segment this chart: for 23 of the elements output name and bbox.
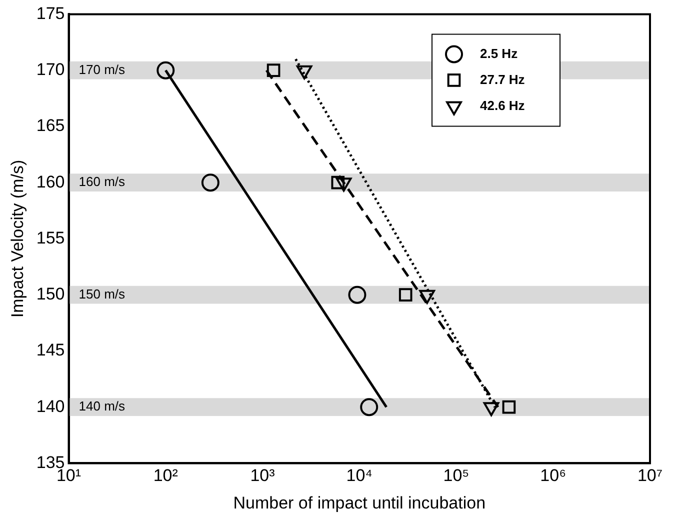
band-label: 170 m/s	[78, 62, 126, 77]
y-axis-title: Impact Velocity (m/s)	[8, 160, 27, 318]
legend-label: 2.5 Hz	[480, 46, 518, 61]
y-tick-label: 160	[36, 172, 65, 192]
x-tick-label: 10³	[250, 466, 276, 486]
x-tick-label: 10⁴	[346, 466, 372, 486]
y-tick-label: 145	[36, 340, 65, 360]
y-tick-label: 150	[36, 284, 65, 304]
x-tick-label: 10⁷	[637, 466, 663, 486]
legend-label: 27.7 Hz	[480, 72, 526, 87]
y-tick-label: 175	[36, 4, 65, 23]
x-axis-title: Number of impact until incubation	[233, 493, 486, 512]
band-label: 150 m/s	[78, 286, 126, 302]
x-tick-label: 10⁵	[443, 466, 470, 486]
y-tick-label: 155	[36, 228, 65, 248]
y-tick-label: 165	[36, 116, 65, 136]
x-tick-label: 10²	[153, 466, 178, 486]
y-tick-label: 140	[36, 396, 65, 416]
band-label: 140 m/s	[78, 398, 126, 414]
legend-label: 42.6 Hz	[480, 98, 526, 113]
y-tick-label: 170	[36, 60, 65, 80]
band-label: 160 m/s	[78, 174, 126, 190]
x-tick-label: 10⁶	[540, 466, 566, 486]
